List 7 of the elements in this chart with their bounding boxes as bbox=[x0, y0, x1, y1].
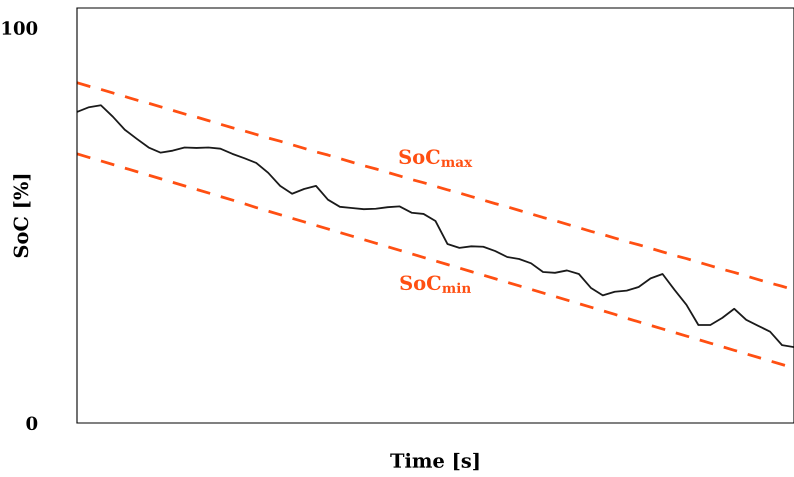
y-axis-title: SoC [%] bbox=[13, 174, 31, 258]
annotation: SoC$_{max}$ bbox=[399, 149, 472, 168]
x-axis-title: Time [s] bbox=[390, 452, 479, 470]
line-series bbox=[77, 104, 794, 348]
y-tick-label: 100 bbox=[2, 21, 38, 35]
y-tick-label: 0 bbox=[26, 416, 38, 430]
annotation: SoC$_{min}$ bbox=[400, 275, 471, 293]
